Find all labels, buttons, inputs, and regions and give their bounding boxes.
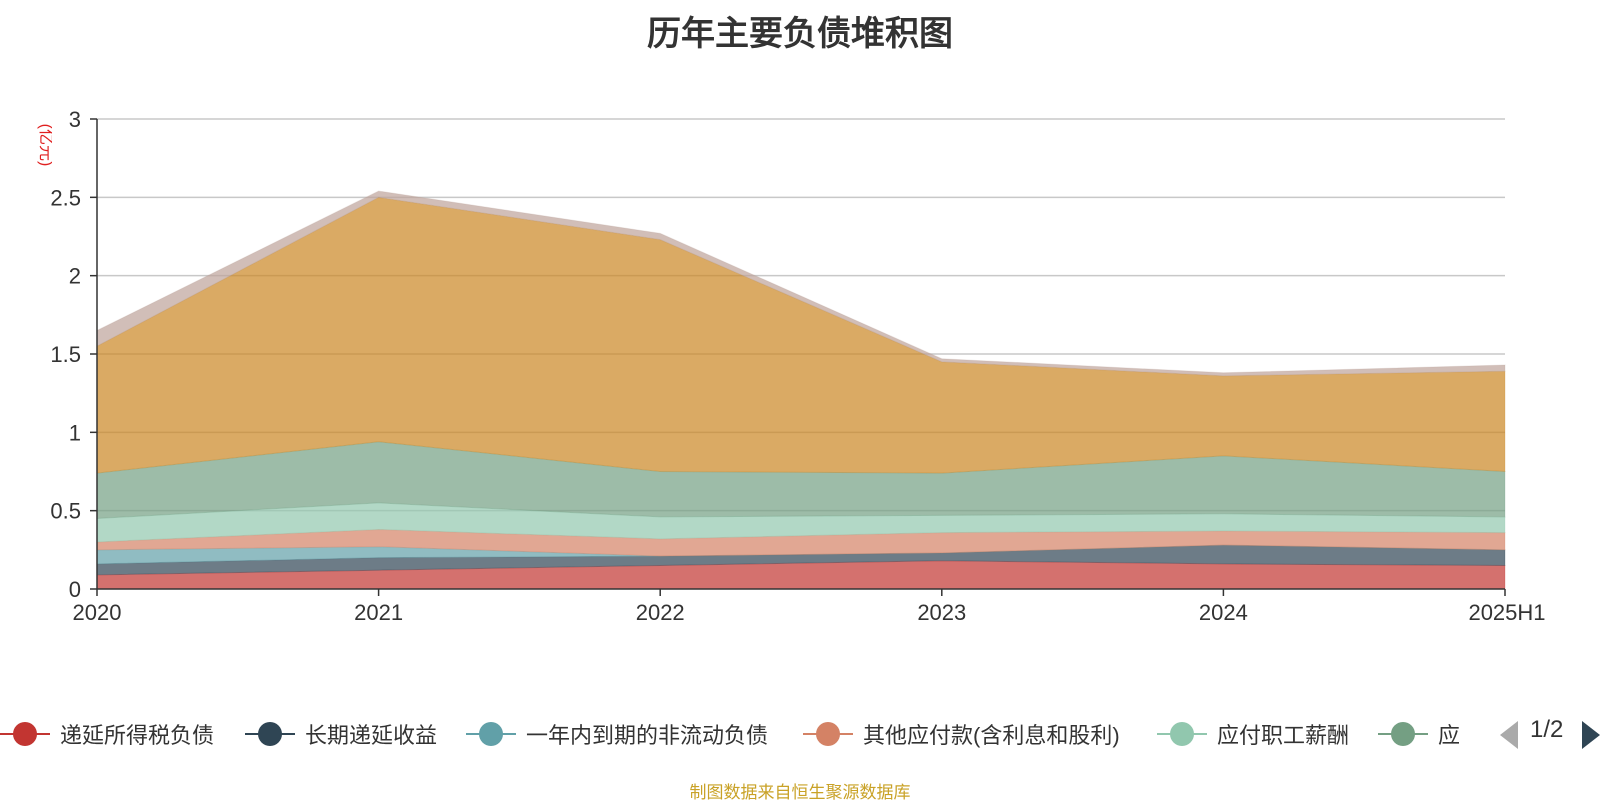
y-axis-unit-text: (亿元)	[37, 124, 52, 167]
legend-swatch-icon	[0, 722, 50, 746]
legend-label: 长期递延收益	[305, 723, 438, 748]
y-tick-label: 3	[69, 107, 81, 132]
x-tick-label: 2025H1	[1468, 600, 1545, 625]
legend-label: 一年内到期的非流动负债	[526, 723, 769, 748]
legend-item-3[interactable]: 一年内到期的非流动负债	[466, 712, 768, 756]
legend-swatch-icon	[466, 722, 516, 746]
y-tick-label: 1	[69, 420, 81, 445]
legend-page-indicator: 1/2	[1530, 716, 1564, 743]
y-tick-label: 2.5	[50, 185, 81, 210]
legend-swatch-icon	[1378, 722, 1428, 746]
y-tick-label: 2	[69, 264, 81, 289]
legend-label: 其他应付款(含利息和股利)	[863, 723, 1120, 748]
area-series-layer	[96, 190, 1506, 590]
y-axis-unit-label: (亿元)	[37, 124, 52, 167]
x-tick-label: 2022	[636, 600, 685, 625]
stacked-area-chart: 0 0.5 1 1.5 2 2.5 3 2020 2021 2022 2023 2024 2025H1	[50, 107, 1545, 625]
data-source-note: 制图数据来自恒生聚源数据库	[689, 783, 911, 802]
legend-swatch-icon	[245, 722, 295, 746]
legend-item-1[interactable]: 递延所得税负债	[0, 712, 214, 756]
legend-pager: 1/2	[1500, 712, 1600, 756]
legend-item-2[interactable]: 长期递延收益	[245, 712, 437, 756]
y-tick-label: 0.5	[50, 499, 81, 524]
legend-item-5[interactable]: 应付职工薪酬	[1157, 712, 1349, 756]
legend-swatch-icon	[803, 722, 853, 746]
y-tick-label: 0	[69, 577, 81, 602]
area-series-4[interactable]	[96, 528, 1506, 557]
legend-item-4[interactable]: 其他应付款(含利息和股利)	[803, 712, 1120, 756]
y-tick-label: 1.5	[50, 342, 81, 367]
axes: 0 0.5 1 1.5 2 2.5 3 2020 2021 2022 2023 2024 2025H1	[50, 107, 1545, 625]
x-tick-label: 2020	[73, 600, 122, 625]
legend-label: 应	[1438, 723, 1461, 748]
x-tick-label: 2021	[354, 600, 403, 625]
legend-items: 递延所得税负债 长期递延收益 一年内到期的非流动负债 其他应付款(含利息和股利) 应付职…	[0, 712, 1480, 756]
legend-label: 应付职工薪酬	[1217, 723, 1350, 748]
x-tick-label: 2024	[1199, 600, 1248, 625]
area-series-7[interactable]	[96, 196, 1506, 474]
area-series-8[interactable]	[96, 190, 1506, 377]
chart-title: 历年主要负债堆积图	[647, 15, 953, 53]
x-tick-label: 2023	[917, 600, 966, 625]
legend-item-6[interactable]: 应	[1378, 712, 1460, 756]
legend-swatch-icon	[1157, 722, 1207, 746]
legend: 递延所得税负债 长期递延收益 一年内到期的非流动负债 其他应付款(含利息和股利) 应付职…	[0, 712, 1600, 756]
legend-prev-page-button[interactable]	[1500, 721, 1518, 749]
legend-label: 递延所得税负债	[60, 723, 215, 748]
legend-next-page-button[interactable]	[1582, 721, 1600, 749]
